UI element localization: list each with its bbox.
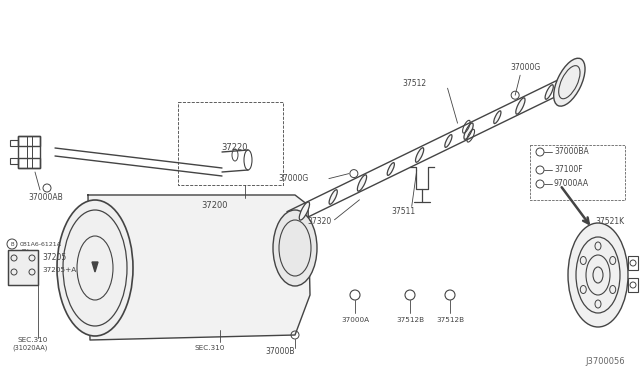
Text: 37000B: 37000B	[265, 347, 295, 356]
Ellipse shape	[564, 73, 575, 91]
Ellipse shape	[554, 58, 585, 106]
Bar	[8, 250, 38, 285]
Text: 37205+A: 37205+A	[42, 267, 76, 273]
Ellipse shape	[445, 135, 452, 147]
Ellipse shape	[329, 190, 337, 204]
Text: (31020AA): (31020AA)	[12, 345, 47, 351]
Ellipse shape	[357, 175, 367, 191]
Ellipse shape	[387, 163, 394, 175]
Text: 37220: 37220	[221, 144, 248, 153]
Bar	[18, 136, 40, 168]
Ellipse shape	[273, 210, 317, 286]
Text: 37205: 37205	[42, 253, 67, 263]
Text: 37511: 37511	[392, 207, 416, 216]
Text: 37512B: 37512B	[396, 317, 424, 323]
Bar	[10, 158, 18, 164]
Bar	[530, 145, 625, 200]
Ellipse shape	[494, 111, 501, 124]
Bar	[628, 256, 638, 270]
Text: J3700056: J3700056	[586, 357, 625, 366]
Ellipse shape	[568, 223, 628, 327]
Text: 37521K: 37521K	[595, 218, 624, 227]
Ellipse shape	[57, 200, 133, 336]
Text: (2): (2)	[20, 249, 29, 255]
Polygon shape	[88, 195, 310, 340]
Bar	[10, 140, 18, 146]
Text: 37512B: 37512B	[436, 317, 464, 323]
Bar	[18, 136, 40, 146]
Bar	[8, 250, 38, 285]
Ellipse shape	[415, 148, 424, 162]
Text: 37100F: 37100F	[554, 166, 582, 174]
Text: 37000G: 37000G	[510, 63, 540, 72]
Text: 37000A: 37000A	[341, 317, 369, 323]
Text: 37320: 37320	[307, 217, 332, 226]
Text: SEC.310: SEC.310	[195, 345, 225, 351]
Text: 37000AB: 37000AB	[28, 193, 63, 202]
Text: 37512: 37512	[403, 79, 427, 88]
Ellipse shape	[516, 98, 525, 114]
Text: 97000AA: 97000AA	[554, 180, 589, 189]
Ellipse shape	[545, 85, 554, 99]
Ellipse shape	[464, 123, 473, 140]
Bar	[628, 278, 638, 292]
Text: B: B	[10, 241, 14, 247]
Text: 37200: 37200	[202, 201, 228, 209]
Bar	[178, 102, 283, 185]
Text: SEC.310: SEC.310	[18, 337, 49, 343]
Ellipse shape	[300, 202, 310, 220]
Text: 081A6-6121A: 081A6-6121A	[20, 241, 62, 247]
Bar	[18, 158, 40, 168]
Polygon shape	[92, 262, 98, 272]
Text: 37000BA: 37000BA	[554, 148, 589, 157]
Text: 37000G: 37000G	[279, 174, 309, 183]
